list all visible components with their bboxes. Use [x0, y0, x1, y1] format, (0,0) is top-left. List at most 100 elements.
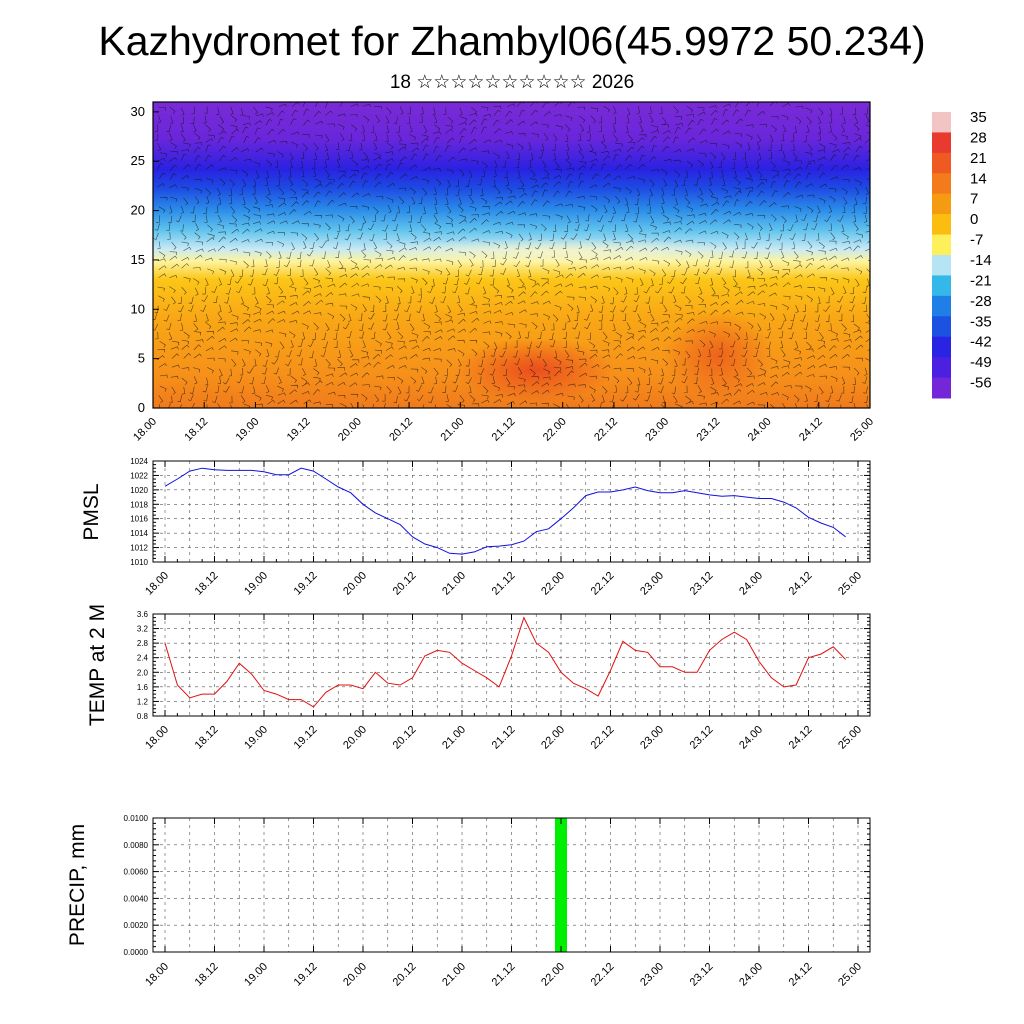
wind-barb	[650, 359, 659, 364]
wind-barb	[806, 295, 813, 302]
wind-barb	[555, 392, 564, 397]
wind-barb	[647, 305, 651, 314]
wind-barb	[214, 205, 219, 213]
wind-barb	[230, 269, 235, 278]
heatmap-x-tick-label: 20.00	[336, 416, 364, 444]
wind-barb	[480, 259, 484, 268]
wind-barb	[398, 255, 406, 261]
wind-barb	[699, 339, 706, 348]
x-tick-label: 25.00	[836, 961, 864, 989]
wind-barb	[770, 124, 777, 132]
wind-barb	[385, 134, 389, 143]
wind-barb	[242, 126, 249, 134]
wind-barb	[338, 170, 346, 175]
wind-barb	[205, 347, 214, 352]
wind-barb	[301, 200, 310, 206]
wind-barb	[423, 153, 429, 161]
wind-barb	[565, 159, 572, 167]
wind-barb	[755, 160, 760, 169]
wind-barb	[516, 102, 525, 107]
wind-barb	[681, 286, 686, 294]
wind-barb	[254, 196, 258, 205]
wind-barb	[408, 247, 417, 251]
wind-barb	[779, 340, 784, 349]
wind-barb	[800, 314, 806, 322]
wind-barb	[627, 355, 636, 360]
heatmap-x-tick-label: 25.00	[848, 416, 876, 444]
wind-barb	[382, 304, 387, 312]
wind-barb	[192, 278, 200, 285]
heatmap-y-tick-label: 15	[131, 252, 145, 267]
wind-barb	[539, 259, 544, 267]
wind-barb	[203, 394, 209, 402]
wind-barb	[236, 376, 243, 384]
wind-barb	[603, 256, 612, 261]
wind-barb	[579, 265, 588, 270]
wind-barb	[719, 367, 723, 376]
wind-barb	[519, 323, 527, 328]
wind-barb	[382, 224, 389, 232]
wind-barb	[829, 240, 837, 245]
wind-barb	[337, 350, 341, 358]
wind-barb	[266, 213, 275, 217]
wind-barb	[205, 138, 214, 143]
heatmap-x-tick-label: 18.00	[131, 416, 159, 444]
wind-barb	[504, 241, 508, 249]
wind-barb	[818, 386, 824, 395]
wind-barb	[534, 242, 542, 250]
heatmap-x-tick-label: 21.00	[438, 416, 466, 444]
wind-barb	[625, 164, 633, 170]
wind-barb	[671, 386, 677, 394]
wind-barb	[191, 106, 195, 115]
wind-barb	[362, 340, 366, 349]
wind-barb	[531, 321, 538, 330]
wind-barb	[192, 267, 201, 271]
wind-barb	[205, 144, 212, 152]
heatmap-x-tick-label: 21.12	[490, 416, 518, 444]
wind-barb	[793, 260, 801, 265]
wind-barb	[734, 190, 742, 197]
wind-barb	[673, 327, 681, 333]
wind-barb	[217, 245, 226, 252]
wind-barb	[159, 385, 167, 392]
wind-barb	[828, 124, 832, 133]
wind-barb	[156, 183, 165, 188]
wind-barb	[747, 291, 756, 297]
wind-barb	[405, 385, 410, 394]
wind-barb	[307, 340, 314, 347]
wind-barb	[264, 259, 268, 267]
wind-barb	[543, 168, 550, 177]
wind-barb	[506, 151, 510, 160]
wind-barb	[649, 114, 654, 123]
wind-barb	[551, 322, 555, 331]
wind-barb	[862, 376, 868, 384]
wind-barb	[361, 205, 370, 211]
wind-barb	[639, 257, 648, 261]
wind-barb	[853, 124, 860, 132]
wind-barb	[767, 322, 771, 331]
wind-barb	[589, 150, 597, 156]
wind-barb	[327, 260, 331, 269]
wind-barb	[742, 241, 746, 249]
wind-barb	[577, 133, 582, 141]
wind-barb	[350, 372, 359, 377]
wind-barb	[381, 214, 386, 222]
wind-barb	[447, 156, 456, 162]
wind-barb	[346, 331, 352, 339]
wind-barb	[490, 358, 497, 366]
x-tick-label: 20.12	[391, 961, 419, 989]
wind-barb	[181, 134, 186, 142]
wind-barb	[783, 313, 787, 322]
wind-barb	[404, 305, 410, 313]
wind-barb	[635, 206, 639, 215]
wind-barb	[491, 376, 495, 385]
wind-barb	[601, 376, 609, 381]
wind-barb	[477, 376, 482, 384]
colorbar-swatch	[932, 234, 951, 256]
wind-barb	[579, 161, 587, 166]
wind-barb	[339, 313, 346, 322]
wind-barb	[507, 393, 516, 397]
wind-barb	[839, 106, 843, 115]
wind-barb	[372, 404, 375, 408]
